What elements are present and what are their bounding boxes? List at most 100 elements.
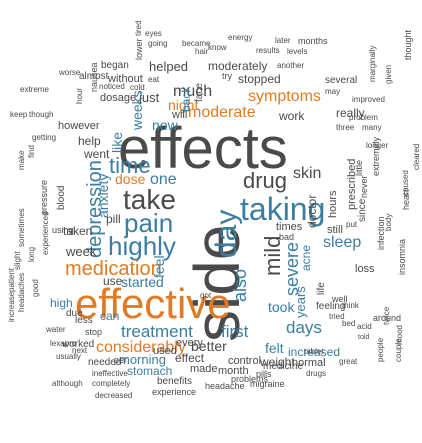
word-days: days: [286, 318, 322, 337]
word-water: water: [46, 325, 66, 334]
word-think: think: [342, 301, 359, 310]
word-started: started: [121, 274, 164, 290]
word-acid: acid: [357, 322, 372, 331]
word-times: times: [276, 221, 303, 233]
word-little: little: [354, 159, 364, 176]
word-month: month: [218, 365, 249, 377]
word-night: night: [168, 97, 199, 113]
word-needed: needed: [88, 357, 122, 368]
word-still: still: [327, 224, 343, 236]
word-helped: helped: [149, 59, 189, 74]
word-never: never: [359, 175, 369, 198]
word-drugs: drugs: [306, 369, 327, 378]
word-years: years: [293, 286, 308, 318]
word-getting: getting: [32, 133, 57, 142]
word-tired: tired: [134, 20, 143, 36]
word-will: will: [172, 109, 188, 121]
word-medicine: medicine: [263, 361, 304, 372]
word-although: although: [52, 379, 83, 388]
word-experience: experience: [152, 387, 197, 397]
word-results: results: [256, 46, 280, 55]
word-became: became: [182, 39, 211, 48]
word-feeling: feeling: [316, 301, 346, 312]
word-good: good: [31, 279, 40, 297]
word-effective: effective: [75, 280, 231, 327]
word-better: better: [191, 338, 227, 354]
word-pressure: pressure: [39, 179, 49, 215]
word-body: body: [384, 213, 393, 231]
word-around: around: [373, 313, 402, 323]
word-bed: bed: [342, 319, 356, 328]
word-find: find: [27, 145, 36, 158]
word-however: however: [58, 120, 100, 132]
word-nausea: nausea: [89, 62, 99, 92]
word-day: day: [210, 209, 243, 258]
word-lexapro: lexapro: [50, 339, 77, 348]
word-given: given: [384, 64, 393, 84]
word-high: high: [50, 296, 73, 310]
word-since: since: [357, 198, 368, 222]
word-also: also: [230, 268, 250, 302]
word-may: may: [325, 87, 341, 96]
word-just: just: [139, 90, 160, 105]
word-taken: taken: [63, 224, 93, 238]
word-completely: completely: [92, 379, 131, 388]
word-dosage: dosage: [100, 92, 137, 104]
word-increased: increased: [288, 345, 341, 359]
word-long: long: [27, 246, 36, 262]
word-medication: medication: [65, 258, 162, 280]
word-tried: tried: [329, 312, 345, 321]
word-problems: problems: [231, 374, 269, 384]
word-experienced: experienced: [41, 211, 50, 255]
word-usually: usually: [56, 352, 81, 361]
word-another: another: [277, 61, 305, 70]
word-less: less: [75, 315, 93, 326]
word-anxiety: anxiety: [95, 173, 111, 218]
word-next: next: [72, 346, 88, 355]
word-life: life: [316, 282, 327, 295]
word-going: going: [148, 39, 168, 48]
word-now: now: [152, 117, 178, 133]
word-tablet: tablet: [304, 347, 324, 356]
word-caused: caused: [401, 170, 410, 196]
word-one: one: [150, 171, 177, 188]
word-well: well: [332, 294, 348, 304]
word-improved: improved: [352, 95, 385, 104]
word-worse: worse: [59, 68, 81, 77]
word-made: made: [190, 363, 218, 375]
word-slight: slight: [13, 251, 22, 270]
word-effects: effects: [118, 116, 288, 181]
word-twice: twice: [382, 306, 391, 325]
word-normal: normal: [292, 357, 326, 369]
word-mood: mood: [395, 324, 404, 345]
word-longer: longer: [366, 141, 389, 150]
word-told: told: [358, 334, 370, 341]
word-keep: keep: [10, 110, 28, 119]
word-began: began: [101, 60, 129, 71]
word-people: people: [376, 337, 385, 362]
word-benefits: benefits: [157, 376, 193, 387]
word-moderately: moderately: [208, 59, 268, 73]
word-face: face: [194, 83, 205, 102]
word-almost: almost: [79, 71, 109, 82]
word-eat: eat: [148, 75, 160, 84]
word-ineffective: ineffective: [92, 369, 128, 378]
word-eyes: eyes: [145, 29, 162, 38]
word-headaches: headaches: [17, 272, 26, 312]
word-effect: effect: [175, 351, 205, 365]
word-migraine: migraine: [250, 379, 285, 389]
word-pills: pills: [256, 369, 272, 379]
word-blood: blood: [56, 185, 67, 210]
word-many: many: [362, 123, 382, 132]
word-went: went: [84, 147, 110, 161]
word-know: know: [208, 43, 227, 52]
word-cold: cold: [130, 83, 145, 92]
word-treatment: treatment: [121, 322, 193, 341]
word-took: took: [268, 299, 295, 315]
word-got: got: [200, 291, 212, 300]
word-patient: patient: [7, 267, 16, 292]
word-skin: skin: [293, 165, 322, 182]
word-feel: feel: [151, 255, 167, 278]
word-problem: problem: [349, 113, 378, 122]
